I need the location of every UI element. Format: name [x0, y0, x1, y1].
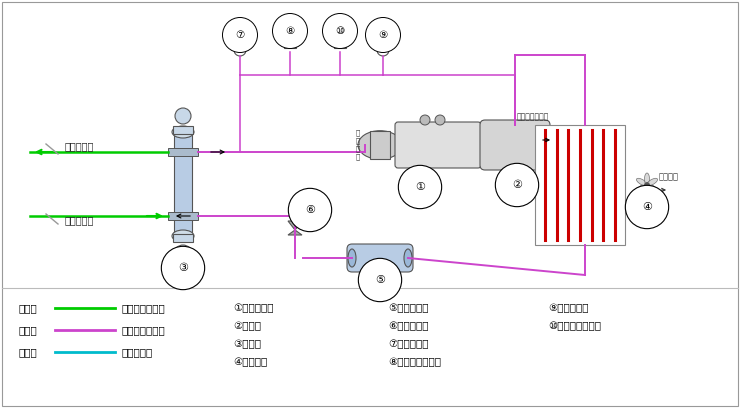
Bar — [168, 212, 198, 220]
Text: 载冷剂循环回路: 载冷剂循环回路 — [122, 303, 166, 313]
Text: ④: ④ — [642, 202, 652, 212]
Text: ④冷却风扇: ④冷却风扇 — [233, 357, 267, 367]
Bar — [370, 131, 390, 159]
Text: ②冷凝器: ②冷凝器 — [233, 321, 261, 331]
Bar — [173, 234, 193, 242]
Bar — [168, 148, 198, 156]
Text: 红色线: 红色线 — [18, 325, 38, 335]
Text: ③蒸发器: ③蒸发器 — [233, 339, 261, 349]
Text: ⑦低压压力表: ⑦低压压力表 — [388, 339, 428, 349]
Bar — [173, 126, 193, 134]
Text: ②: ② — [512, 180, 522, 190]
Text: ⑤干燥过滤器: ⑤干燥过滤器 — [388, 303, 428, 313]
Ellipse shape — [647, 184, 658, 192]
Text: ⑨: ⑨ — [378, 30, 388, 40]
Ellipse shape — [404, 249, 412, 267]
Text: ⑧低压压力控制器: ⑧低压压力控制器 — [388, 357, 441, 367]
Text: 蓝色线: 蓝色线 — [18, 347, 38, 357]
Text: ⑥供液膨胀阀: ⑥供液膨胀阀 — [388, 321, 428, 331]
Text: 低
压
吸
气: 低 压 吸 气 — [356, 129, 360, 160]
Polygon shape — [288, 221, 302, 230]
Bar — [284, 40, 296, 48]
Ellipse shape — [645, 185, 650, 197]
Text: 风向流动: 风向流动 — [659, 173, 679, 182]
Ellipse shape — [172, 126, 194, 138]
FancyBboxPatch shape — [395, 122, 481, 168]
Text: ①: ① — [415, 182, 425, 192]
Text: 水循环回路: 水循环回路 — [122, 347, 153, 357]
Ellipse shape — [172, 230, 194, 242]
Ellipse shape — [348, 249, 356, 267]
FancyBboxPatch shape — [347, 244, 413, 272]
Text: ③: ③ — [178, 263, 188, 273]
Bar — [334, 40, 346, 48]
FancyBboxPatch shape — [480, 120, 550, 170]
Circle shape — [234, 44, 246, 56]
Ellipse shape — [358, 131, 402, 159]
Bar — [535, 125, 625, 245]
Text: 高压排气阀流向: 高压排气阀流向 — [517, 113, 549, 122]
Text: 载冷剂出口: 载冷剂出口 — [65, 141, 95, 151]
Text: ⑤: ⑤ — [375, 275, 385, 285]
Text: ⑦: ⑦ — [235, 30, 245, 40]
Text: 载冷剂流入: 载冷剂流入 — [65, 215, 95, 225]
Bar — [174, 132, 192, 236]
Ellipse shape — [645, 173, 650, 185]
Circle shape — [645, 182, 650, 188]
Circle shape — [420, 115, 430, 125]
Circle shape — [435, 115, 445, 125]
Polygon shape — [288, 230, 302, 235]
Text: ⑩高压压力控制器: ⑩高压压力控制器 — [548, 321, 601, 331]
Ellipse shape — [636, 184, 648, 192]
Text: ⑥: ⑥ — [305, 205, 315, 215]
Text: 制冷剂循环回路: 制冷剂循环回路 — [122, 325, 166, 335]
Text: 绿色线: 绿色线 — [18, 303, 38, 313]
Text: ⑨高压压力表: ⑨高压压力表 — [548, 303, 588, 313]
Circle shape — [175, 108, 191, 124]
Ellipse shape — [647, 178, 658, 186]
Text: ⑩: ⑩ — [335, 26, 345, 36]
Text: ⑧: ⑧ — [286, 26, 295, 36]
Ellipse shape — [636, 178, 648, 186]
Circle shape — [174, 245, 192, 263]
Text: ①螺杆压缩机: ①螺杆压缩机 — [233, 303, 274, 313]
Circle shape — [377, 44, 389, 56]
